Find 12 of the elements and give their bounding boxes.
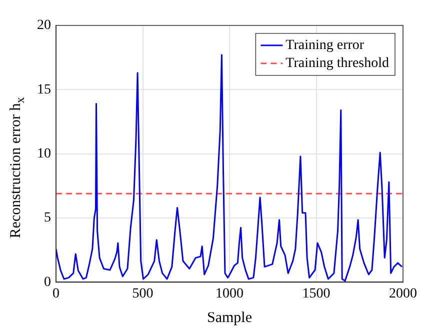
x-tick-label: 1500 [302, 286, 330, 302]
y-tick-label: 10 [37, 146, 51, 162]
legend-label: Training error [286, 38, 364, 54]
y-tick-label: 15 [37, 82, 51, 98]
x-axis-title: Sample [207, 310, 252, 326]
x-tick-label: 2000 [389, 286, 417, 302]
x-tick-label: 1000 [216, 286, 244, 302]
x-tick-label: 500 [132, 286, 154, 302]
y-tick-label: 0 [44, 274, 51, 290]
legend-label: Training threshold [286, 56, 390, 72]
y-tick-label: 5 [44, 210, 51, 226]
y-tick-label: 20 [37, 18, 51, 34]
